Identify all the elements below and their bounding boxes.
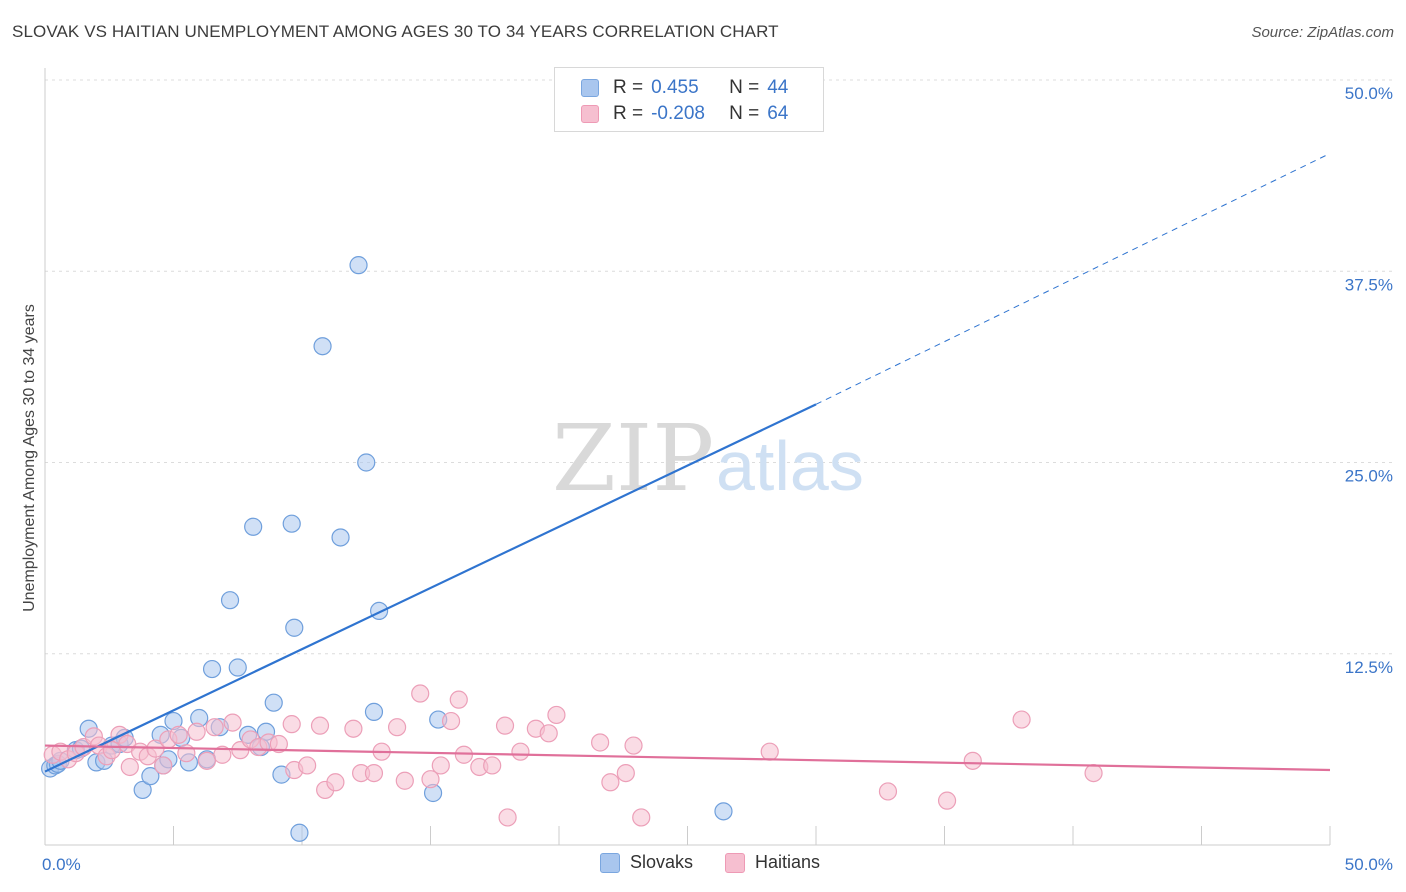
slovak-point-40 — [370, 601, 389, 621]
slovak-trend-line — [44, 403, 817, 773]
legend-swatch-haitians — [581, 105, 599, 123]
haitian-point-50 — [498, 808, 517, 827]
haitian-point-59 — [624, 736, 643, 755]
watermark-atlas: atlas — [716, 427, 864, 505]
data-points — [41, 256, 1103, 842]
legend-row-haitians: R = -0.208 N = 64 — [581, 101, 788, 127]
slovak-point-36 — [331, 528, 350, 547]
legend-label-haitians: Haitians — [755, 852, 821, 872]
legend-swatch-slovaks — [581, 79, 599, 97]
x-tick-label-1: 50.0% — [1345, 855, 1393, 874]
haitian-point-21 — [205, 718, 224, 737]
slovak-point-43 — [714, 802, 733, 821]
haitian-point-40 — [395, 771, 414, 790]
haitian-trend-line — [44, 744, 1331, 772]
y-tick-label-1: 25.0% — [1345, 467, 1393, 486]
haitian-point-32 — [310, 716, 330, 735]
legend-item-slovaks[interactable]: Slovaks — [600, 852, 693, 873]
slovak-point-24 — [220, 591, 240, 610]
series-legend: Slovaks Haitians — [600, 852, 852, 873]
tick-labels: 12.5% 25.0% 37.5% 50.0% 0.0% 50.0% — [42, 84, 1393, 874]
y-tick-label-0: 12.5% — [1345, 658, 1393, 677]
slovak-point-35 — [313, 337, 332, 356]
haitian-point-56 — [616, 763, 635, 783]
y-tick-label-2: 37.5% — [1345, 275, 1393, 294]
haitian-point-42 — [421, 770, 440, 789]
n-value: 44 — [767, 77, 789, 98]
haitian-point-17 — [169, 725, 188, 744]
chart-title: SLOVAK VS HAITIAN UNEMPLOYMENT AMONG AGE… — [12, 22, 779, 41]
haitian-point-15 — [154, 756, 173, 775]
haitian-point-19 — [187, 722, 206, 741]
legend-item-haitians[interactable]: Haitians — [725, 852, 820, 873]
haitian-point-44 — [441, 711, 461, 731]
haitian-point-64 — [1012, 710, 1031, 729]
slovak-point-25 — [228, 658, 247, 677]
haitian-point-11 — [120, 757, 139, 777]
haitian-point-43 — [431, 756, 450, 775]
y-tick-label-3: 50.0% — [1345, 84, 1393, 103]
haitian-point-63 — [963, 751, 982, 770]
haitian-point-45 — [449, 690, 468, 709]
haitian-point-22 — [213, 745, 232, 764]
haitian-point-60 — [760, 742, 779, 761]
haitian-point-48 — [483, 756, 502, 775]
haitian-point-54 — [547, 705, 566, 725]
haitian-point-37 — [364, 763, 384, 783]
r-label: R = — [613, 103, 644, 124]
haitian-point-51 — [511, 742, 530, 761]
haitian-point-65 — [1084, 763, 1103, 783]
n-value: 64 — [767, 103, 789, 124]
haitian-point-41 — [411, 684, 430, 703]
slovak-trend-extension — [815, 152, 1331, 405]
slovak-point-38 — [357, 453, 376, 472]
slovak-point-32 — [282, 514, 301, 533]
slovak-point-37 — [349, 256, 368, 275]
axes — [44, 68, 1331, 846]
haitian-point-58 — [601, 773, 620, 792]
haitian-point-35 — [344, 719, 363, 738]
legend-swatch-haitians — [725, 852, 746, 873]
slovak-point-33 — [285, 618, 304, 637]
haitian-point-39 — [387, 718, 407, 737]
haitian-point-29 — [282, 715, 301, 734]
slovak-point-12 — [133, 780, 152, 800]
slovak-point-34 — [290, 823, 309, 842]
r-value: -0.208 — [651, 103, 705, 124]
haitian-point-53 — [539, 724, 558, 743]
haitian-point-61 — [878, 782, 898, 801]
slovak-point-30 — [264, 693, 283, 712]
correlation-legend: R = 0.455 N = 44 R = -0.208 N = 64 — [554, 67, 824, 132]
haitian-point-31 — [298, 756, 317, 775]
haitian-point-55 — [591, 733, 610, 752]
r-label: R = — [613, 77, 644, 98]
slovak-point-39 — [364, 702, 384, 721]
haitian-point-28 — [269, 734, 288, 754]
haitian-point-62 — [937, 791, 957, 810]
x-tick-label-0: 0.0% — [42, 855, 81, 874]
r-value: 0.455 — [651, 77, 699, 98]
slovak-point-27 — [244, 517, 263, 536]
legend-swatch-slovaks — [600, 852, 620, 873]
haitian-point-20 — [197, 751, 217, 770]
source-label: Source: ZipAtlas.com — [1251, 24, 1394, 41]
n-label: N = — [729, 77, 760, 98]
haitian-point-23 — [223, 713, 242, 732]
slovak-point-22 — [202, 659, 222, 679]
legend-label-slovaks: Slovaks — [630, 852, 694, 872]
haitian-point-49 — [495, 716, 515, 735]
trend-lines — [44, 152, 1331, 773]
haitian-point-34 — [326, 773, 345, 792]
haitian-point-57 — [632, 808, 651, 827]
gridlines — [45, 79, 1392, 655]
legend-row-slovaks: R = 0.455 N = 44 — [581, 75, 788, 101]
watermark-zip: ZIP — [552, 405, 714, 512]
slovak-point-13 — [141, 767, 160, 786]
haitian-point-8 — [102, 741, 121, 760]
n-label: N = — [729, 103, 760, 124]
